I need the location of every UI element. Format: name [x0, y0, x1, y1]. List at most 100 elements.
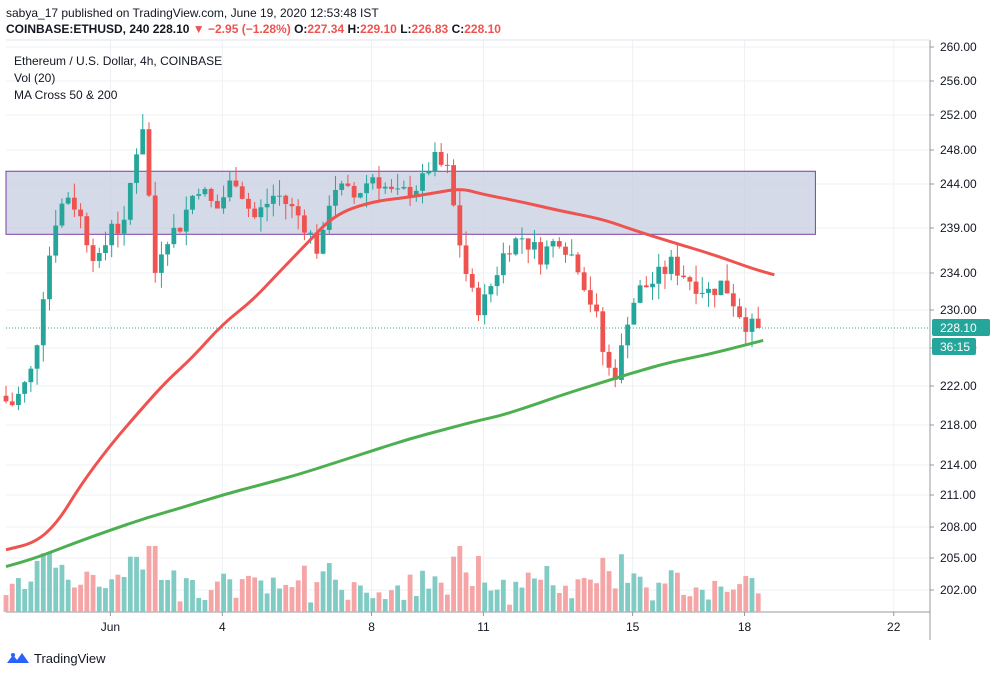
candle-body [755, 318, 761, 329]
candle-body [426, 171, 432, 174]
candle-body [650, 283, 655, 288]
candle-body [270, 195, 276, 204]
candle-body [563, 246, 568, 255]
candle-body [730, 293, 736, 307]
price-axis[interactable]: 202.00 205.00 208.00 211.00 214.00 218.00 222.… [930, 40, 977, 597]
volume-bar [258, 580, 264, 612]
candle-body [376, 177, 382, 189]
volume-bar [519, 587, 525, 612]
volume-bar [469, 586, 475, 612]
volume-bar [208, 590, 214, 612]
candle-body [619, 345, 624, 380]
volume-bar [413, 595, 419, 612]
volume-bar [438, 582, 444, 612]
footer-brand: TradingView [34, 650, 106, 666]
volume-bar [314, 582, 320, 612]
candle-body [103, 245, 108, 253]
volume-bar [538, 579, 544, 612]
volume-bar [675, 572, 680, 612]
volume-bar [500, 579, 506, 612]
volume-bar [134, 556, 139, 612]
volume-bar [283, 584, 289, 612]
candle-body [494, 275, 500, 287]
resistance-zone [5, 170, 816, 235]
candle-body [382, 186, 388, 189]
candle-body [463, 245, 469, 275]
volume-bar [65, 579, 71, 612]
volume-bar [357, 585, 363, 612]
candle-body [202, 188, 208, 195]
x-tick-label: Jun [101, 620, 120, 634]
x-tick-label: 22 [887, 620, 901, 634]
y-tick-label: 252.00 [940, 108, 977, 122]
candle-body [90, 245, 96, 261]
volume-bar [59, 564, 65, 612]
volume-bar [463, 572, 469, 612]
candle-body [183, 209, 189, 232]
volume-bar [395, 585, 401, 612]
volume-bar [40, 553, 46, 612]
volume-bar [264, 593, 270, 612]
candle-body [345, 183, 351, 186]
volume-bar [277, 588, 282, 612]
candle-body [314, 232, 320, 254]
volume-bar [183, 578, 189, 612]
volume-bar [320, 571, 326, 612]
candle-body [3, 395, 9, 402]
volume-bar [544, 565, 550, 612]
candle-body [743, 317, 749, 332]
candle-body [718, 280, 724, 296]
candle-body [693, 281, 699, 294]
candle-body [681, 275, 687, 278]
candle-body [569, 254, 575, 256]
volume-bar [693, 587, 699, 612]
x-tick-label: 18 [738, 620, 752, 634]
candle-body [333, 189, 338, 206]
time-axis[interactable]: Jun 4 8 11 15 18 22 [101, 612, 901, 634]
symbol-label: COINBASE:ETHUSD, 240 [6, 22, 150, 36]
y-tick-label: 244.00 [940, 177, 977, 191]
candle-body [47, 255, 52, 300]
x-tick-label: 15 [626, 620, 640, 634]
candle-body [550, 241, 556, 247]
candle-body [22, 382, 28, 394]
low-label: L: [400, 22, 412, 36]
volume-bar [239, 579, 245, 612]
volume-bar [270, 577, 276, 612]
candle-body [53, 225, 59, 256]
volume-bar [699, 589, 705, 612]
volume-bar [246, 575, 251, 612]
volume-bar [420, 570, 425, 612]
candle-body [706, 288, 711, 293]
y-tick-label: 248.00 [940, 143, 977, 157]
candle-body [525, 238, 531, 250]
volume-bar [532, 578, 537, 612]
volume-bar [494, 589, 500, 612]
volume-bar [407, 574, 413, 612]
candle-body [84, 216, 90, 246]
volume-bar [96, 586, 102, 612]
volume-bar [730, 589, 736, 612]
volume-bar [650, 600, 655, 612]
volume-bar [513, 581, 519, 612]
x-tick-label: 8 [368, 620, 375, 634]
volume-bar [227, 579, 233, 612]
volume-bar [177, 601, 183, 612]
candle-body [159, 254, 164, 273]
volume-bar [159, 579, 164, 612]
volume-bar [28, 581, 34, 612]
volume-bar [295, 580, 301, 612]
volume-bar [233, 597, 239, 612]
candle-body [109, 223, 115, 246]
volume-bar [84, 571, 90, 612]
candle-body [152, 195, 158, 273]
volume-bar [749, 578, 755, 612]
candle-body [625, 324, 631, 346]
candle-body [401, 186, 407, 189]
candle-body [246, 198, 251, 209]
volume-bar [507, 604, 512, 612]
candle-body [600, 311, 606, 352]
volume-bar [196, 597, 202, 612]
volume-bar [53, 567, 59, 612]
